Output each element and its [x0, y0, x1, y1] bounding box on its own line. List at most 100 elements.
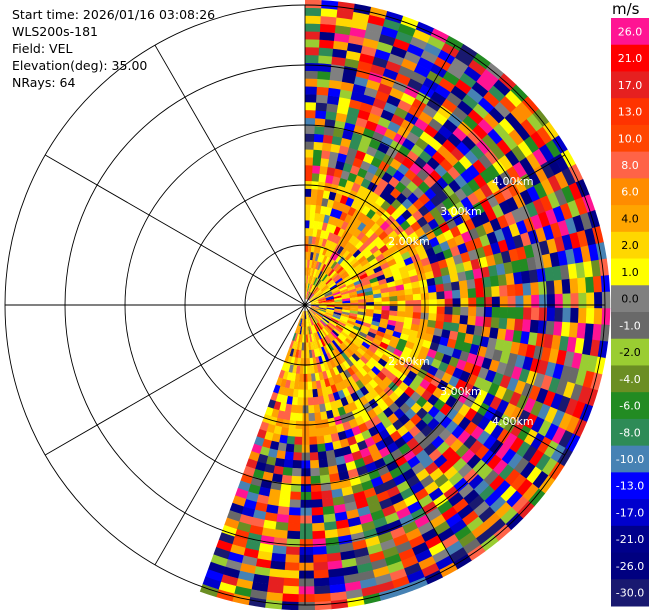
velocity-cell [410, 323, 420, 332]
velocity-cell [554, 307, 564, 323]
velocity-cell [323, 336, 330, 345]
velocity-cell [349, 312, 358, 318]
velocity-cell [445, 420, 459, 435]
velocity-cell [342, 275, 352, 283]
velocity-cell [403, 317, 413, 325]
velocity-cell [321, 238, 328, 248]
velocity-cell [310, 301, 319, 304]
velocity-cell [509, 436, 525, 454]
velocity-cell [392, 38, 411, 52]
velocity-cell [332, 496, 345, 507]
colorbar-swatch [611, 525, 649, 554]
velocity-cell [578, 353, 591, 372]
velocity-cell [365, 349, 375, 358]
velocity-cell [420, 257, 431, 267]
velocity-cell [307, 243, 312, 253]
velocity-cell [323, 378, 331, 388]
velocity-cell [516, 246, 527, 261]
velocity-cell [557, 395, 571, 414]
velocity-cell [465, 324, 476, 336]
velocity-cell [439, 158, 454, 173]
velocity-cell [332, 127, 345, 138]
velocity-cell [325, 297, 335, 301]
velocity-cell [342, 404, 352, 415]
velocity-cell [269, 440, 280, 451]
velocity-cell [491, 285, 500, 298]
velocity-cell [301, 452, 311, 461]
velocity-cell [412, 293, 422, 301]
velocity-cell [587, 210, 601, 229]
velocity-cell [365, 228, 375, 239]
velocity-cell [345, 114, 359, 126]
velocity-cell [568, 182, 583, 201]
velocity-cell [341, 311, 350, 316]
velocity-cell [344, 501, 358, 512]
velocity-cell [345, 322, 355, 329]
velocity-cell [327, 333, 334, 342]
velocity-cell [351, 539, 368, 551]
velocity-cell [266, 583, 284, 594]
velocity-cell [428, 137, 443, 152]
velocity-cell [423, 175, 437, 189]
velocity-cell [313, 348, 319, 358]
velocity-cell [336, 526, 351, 538]
velocity-cell [316, 340, 322, 349]
velocity-cell [363, 392, 374, 403]
velocity-cell [305, 196, 312, 205]
velocity-cell [397, 548, 416, 562]
velocity-cell [437, 527, 455, 543]
velocity-cell [330, 488, 344, 499]
velocity-cell [357, 269, 367, 277]
velocity-cell [372, 565, 390, 579]
velocity-cell [513, 457, 530, 475]
velocity-cell [312, 324, 318, 334]
velocity-cell [297, 586, 315, 595]
azimuth-spoke [154, 304, 306, 566]
velocity-cell [505, 490, 523, 509]
velocity-cell [472, 268, 483, 280]
velocity-cell [447, 205, 460, 219]
velocity-cell [552, 205, 566, 224]
velocity-cell [321, 328, 328, 337]
velocity-cell [320, 283, 327, 291]
velocity-cell [310, 333, 315, 343]
velocity-cell [523, 413, 538, 430]
velocity-cell [357, 142, 370, 154]
velocity-cell [544, 266, 555, 282]
velocity-cell [590, 259, 602, 278]
velocity-cell [396, 480, 411, 494]
velocity-cell [361, 246, 371, 256]
velocity-cell [265, 504, 279, 515]
velocity-cell [301, 428, 310, 438]
velocity-cell [393, 106, 409, 120]
velocity-cell [476, 430, 491, 446]
velocity-cell [333, 275, 342, 283]
velocity-cell [521, 483, 539, 502]
velocity-cell [348, 34, 365, 46]
velocity-cell [346, 243, 356, 253]
velocity-cell [486, 454, 502, 471]
velocity-cell [465, 205, 479, 220]
velocity-cell [438, 479, 454, 495]
velocity-cell [324, 291, 333, 297]
velocity-cell [483, 420, 498, 436]
velocity-cell [389, 492, 404, 506]
velocity-cell [307, 389, 314, 398]
velocity-cell [308, 428, 317, 438]
velocity-cell [324, 239, 331, 249]
velocity-cell [431, 334, 442, 345]
velocity-cell [315, 290, 323, 297]
velocity-cell [286, 347, 292, 357]
velocity-cell [472, 201, 486, 216]
velocity-cell [530, 400, 544, 418]
velocity-cell [386, 280, 396, 288]
velocity-cell [314, 252, 320, 262]
velocity-cell [314, 314, 322, 321]
velocity-cell [337, 470, 350, 482]
velocity-cell [351, 237, 361, 247]
velocity-cell [351, 132, 364, 143]
velocity-cell [324, 325, 332, 333]
velocity-cell [309, 326, 313, 335]
velocity-cell [330, 242, 338, 252]
velocity-cell [306, 291, 309, 300]
